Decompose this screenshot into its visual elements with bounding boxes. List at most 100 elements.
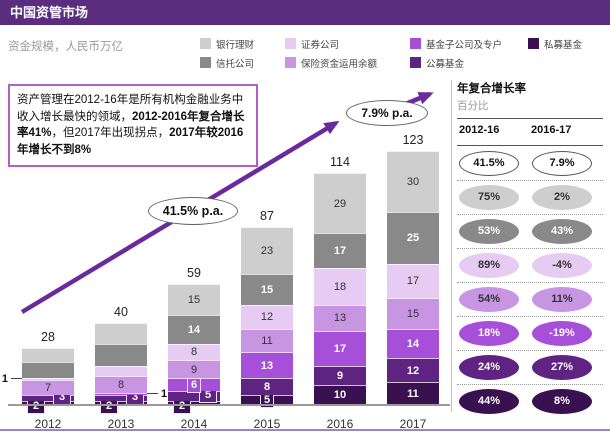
segment-value-label: 18 [333, 280, 347, 293]
legend-swatch-icon [285, 57, 296, 68]
segment-value-label: 7 [44, 382, 52, 395]
bar-2013: 2 3 1 8 40 2013 [95, 305, 167, 431]
legend-item: 公募基金 [410, 53, 528, 72]
legend-item: 信托公司 [200, 53, 285, 72]
bar-segment-基金子公司及专户: 13 [241, 351, 293, 379]
bar-segment-私募基金 [168, 400, 220, 405]
bar-segment-保险资金运用余额: 15 [387, 298, 439, 330]
bar-2012: 2 3 7 1 28 2012 [2, 330, 74, 431]
legend-swatch-icon [410, 38, 421, 49]
legend-label: 证券公司 [301, 39, 340, 51]
panel-rule [457, 145, 603, 146]
legend-swatch-icon [285, 38, 296, 49]
page-title: 中国资管市场 [0, 0, 610, 25]
bar-segment-信托公司 [95, 343, 147, 367]
bar-2017: 11 12 14 15 17 25 30 123 2017 [387, 133, 439, 431]
x-axis-tick-label: 2016 [326, 417, 354, 431]
bar-segment-信托公司: 25 [387, 212, 439, 264]
segment-value-label: 8 [263, 381, 271, 394]
cagr-value-ellipse: 89% [459, 253, 519, 278]
bar-segment-保险资金运用余额: 11 [241, 329, 293, 352]
segment-value-label: 9 [336, 369, 344, 382]
segment-value-label: 1 [1, 373, 8, 386]
legend-swatch-icon [528, 38, 539, 49]
legend-swatch-icon [200, 38, 211, 49]
x-axis-tick-label: 2017 [399, 417, 427, 431]
cagr-row-私募基金: 44% 8% [457, 384, 603, 418]
annotation-text: 2012-2016年复合增长率41% [17, 110, 245, 140]
legend-label: 基金子公司及专户 [426, 39, 503, 51]
bar-segment-信托公司: 17 [314, 232, 366, 268]
panel-column-headers: 2012-16 2016-17 [457, 119, 603, 140]
segment-value-label: 11 [261, 334, 273, 347]
cagr-value-ellipse: 41.5% [459, 151, 519, 176]
annotation-text: ，但2017年出现拐点， [51, 127, 170, 140]
cagr-value-ellipse: 44% [459, 389, 519, 414]
legend-label: 保险资金运用余额 [301, 58, 378, 70]
cagr-value-ellipse: 75% [459, 185, 519, 210]
cagr-value-ellipse: 53% [459, 219, 519, 244]
segment-callout-line [11, 378, 22, 380]
bar-2014: 2 5 6 9 8 14 15 59 2014 [168, 266, 220, 431]
segment-value-label: 30 [406, 176, 420, 189]
segment-callout-line [147, 392, 158, 394]
cagr-row-公募基金: 24% 27% [457, 350, 603, 384]
x-axis-tick-label: 2012 [34, 417, 62, 431]
cagr-bubble-2012-16: 41.5% p.a. [148, 197, 238, 225]
legend-label: 信托公司 [216, 58, 255, 70]
legend-item: 证券公司 [285, 34, 410, 53]
bar-segment-信托公司: 15 [241, 273, 293, 305]
bar-total-label: 59 [187, 266, 201, 281]
bar-segment-银行理财: 15 [168, 284, 220, 315]
cagr-value-ellipse: 54% [459, 287, 519, 312]
cagr-row-证券公司: 89% -4% [457, 248, 603, 282]
bar-segment-保险资金运用余额: 13 [314, 304, 366, 332]
bar-segment-私募基金: 11 [387, 382, 439, 405]
cagr-rows: 41.5% 7.9% 75% 2% 53% 43% 89% -4% 54% 11% 18% -19% 2… [457, 147, 603, 418]
legend-item: 保险资金运用余额 [285, 53, 410, 72]
bar-segment-公募基金: 9 [314, 366, 366, 385]
annotation-box: 资产管理在2012-16年是所有机构金融业务中收入增长最快的领域，2012-20… [8, 84, 258, 167]
bar-segment-证券公司 [22, 378, 74, 381]
bar-total-label: 28 [41, 329, 55, 344]
legend-item: 银行理财 [200, 34, 285, 53]
bar-segment-基金子公司及专户: 6 [168, 377, 220, 393]
cagr-value-ellipse: 11% [532, 287, 592, 312]
cagr-value-ellipse: 18% [459, 321, 519, 346]
segment-value-label: 10 [333, 389, 347, 402]
bar-total-label: 40 [114, 305, 128, 319]
cagr-row-银行理财: 75% 2% [457, 180, 603, 214]
bar-segment-证券公司 [95, 366, 147, 377]
legend-swatch-icon [200, 57, 211, 68]
bar-segment-信托公司: 14 [168, 314, 220, 344]
x-axis-tick-label: 2013 [107, 417, 135, 431]
bar-segment-基金子公司及专户 [95, 392, 147, 395]
x-axis-tick-label: 2014 [180, 417, 208, 431]
cagr-row-基金子公司及专户: 18% -19% [457, 316, 603, 350]
footer-divider [0, 429, 610, 431]
cagr-value-ellipse: 27% [532, 355, 592, 380]
segment-value-label: 1 [161, 387, 168, 400]
segment-value-label: 23 [260, 244, 274, 257]
cagr-value-ellipse: -4% [532, 253, 592, 278]
cagr-row-total: 41.5% 7.9% [457, 147, 603, 180]
bar-segment-公募基金: 8 [241, 378, 293, 395]
segment-value-label: 8 [190, 346, 198, 359]
bar-segment-公募基金 [95, 394, 147, 401]
segment-value-label: 14 [187, 323, 201, 336]
bar-segment-私募基金: 10 [314, 384, 366, 405]
segment-value-label: 17 [333, 343, 347, 356]
segment-value-label: 14 [406, 338, 420, 351]
legend-label: 私募基金 [544, 39, 583, 51]
segment-value-label: 12 [260, 311, 274, 324]
segment-value-label: 15 [260, 283, 274, 296]
annotation-text: 资产管理在2012-16年是所有机构金融业务中收入增长最快的领域， [17, 94, 244, 123]
annotation-text: 2017年较2016年增长不到8% [17, 127, 244, 157]
panel-subtitle: 百分比 [457, 100, 489, 112]
segment-value-label: 12 [406, 364, 420, 377]
segment-value-label: 15 [187, 293, 201, 306]
segment-value-label: 6 [186, 377, 202, 393]
bar-segment-信托公司 [22, 361, 74, 379]
legend-item: 基金子公司及专户 [410, 34, 528, 53]
cagr-value-ellipse: 8% [532, 389, 592, 414]
